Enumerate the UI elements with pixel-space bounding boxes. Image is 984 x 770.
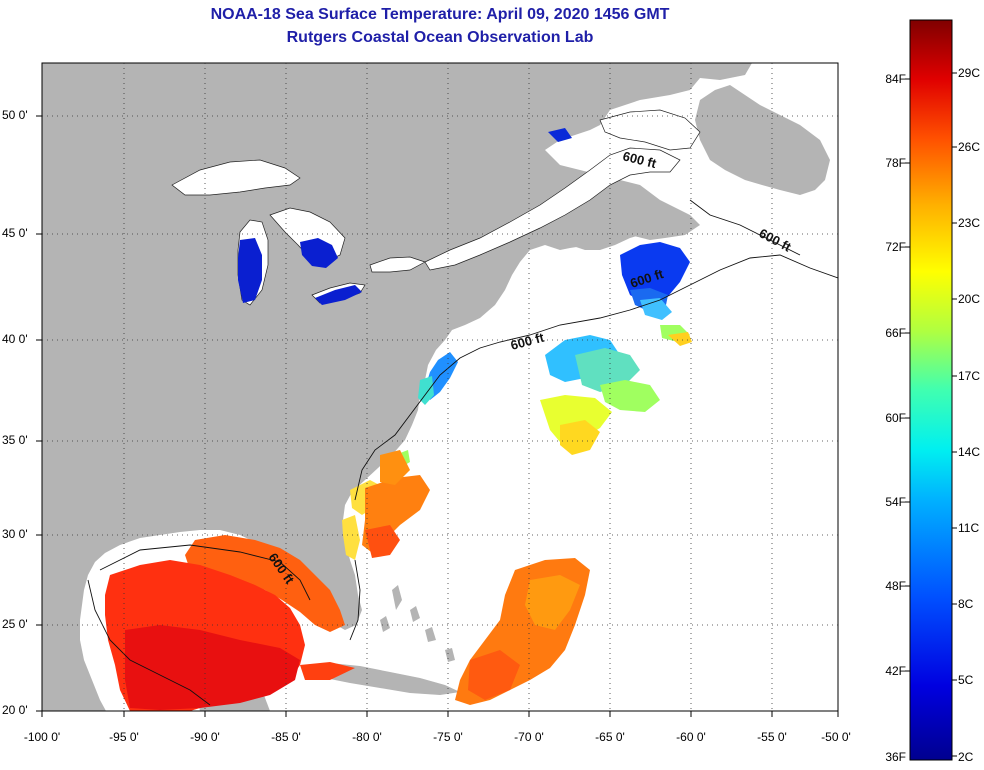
lon-tick-label: -55 0' (757, 730, 787, 744)
depth-contours (87, 199, 838, 706)
nova-scotia-land (560, 208, 685, 250)
colorbar-f-label: 48F (885, 579, 906, 593)
lon-tick-label: -65 0' (595, 730, 625, 744)
lon-tick-label: -70 0' (514, 730, 544, 744)
axis-ticks (36, 115, 839, 717)
lat-tick-label: 40 0' (2, 332, 28, 346)
lon-tick-label: -75 0' (433, 730, 463, 744)
colorbar-f-label: 66F (885, 326, 906, 340)
lat-tick-label: 30 0' (2, 527, 28, 541)
colorbar-f-label: 78F (885, 156, 906, 170)
lon-tick-label: -50 0' (821, 730, 851, 744)
colorbar-c-label: 26C (958, 140, 981, 154)
lon-tick-label: -60 0' (676, 730, 706, 744)
colorbar-c-label: 8C (958, 597, 974, 611)
colorbar-c-label: 23C (958, 216, 981, 230)
sst-data (105, 128, 692, 711)
colorbar-c-label: 2C (958, 750, 974, 764)
colorbar-f-label: 84F (885, 72, 906, 86)
newfoundland-land (695, 85, 830, 195)
lat-tick-label: 20 0' (2, 703, 28, 717)
colorbar-c-label: 20C (958, 292, 981, 306)
colorbar-f-label: 60F (885, 411, 906, 425)
lon-tick-label: -90 0' (190, 730, 220, 744)
chart-title: NOAA-18 Sea Surface Temperature: April 0… (210, 6, 670, 23)
colorbar-c-label: 17C (958, 369, 981, 383)
colorbar-f-label: 42F (885, 664, 906, 678)
lake-ontario (369, 256, 426, 273)
lat-tick-label: 50 0' (2, 108, 28, 122)
lon-tick-label: -95 0' (109, 730, 139, 744)
lat-tick-label: 45 0' (2, 226, 28, 240)
colorbar-c-label: 5C (958, 673, 974, 687)
lon-tick-label: -100 0' (23, 730, 61, 744)
chart-subtitle: Rutgers Coastal Ocean Observation Lab (286, 29, 594, 46)
colorbar-f-label: 36F (885, 750, 906, 764)
map-border (41, 62, 839, 712)
gulf-st-lawrence (599, 109, 701, 151)
lake-superior (171, 159, 301, 196)
sst-color-bar (909, 19, 953, 761)
colorbar-c-label: 29C (958, 66, 981, 80)
lon-tick-label: -80 0' (352, 730, 382, 744)
colorbar-c-label: 14C (958, 445, 981, 459)
graticule (42, 63, 838, 711)
lat-tick-label: 25 0' (2, 617, 28, 631)
lon-tick-label: -85 0' (271, 730, 301, 744)
lat-tick-label: 35 0' (2, 433, 28, 447)
st-lawrence-river (424, 147, 681, 271)
colorbar-c-label: 11C (958, 521, 980, 535)
colorbar-f-label: 54F (885, 495, 906, 509)
colorbar-ticks (905, 72, 957, 757)
colorbar-f-label: 72F (885, 240, 906, 254)
